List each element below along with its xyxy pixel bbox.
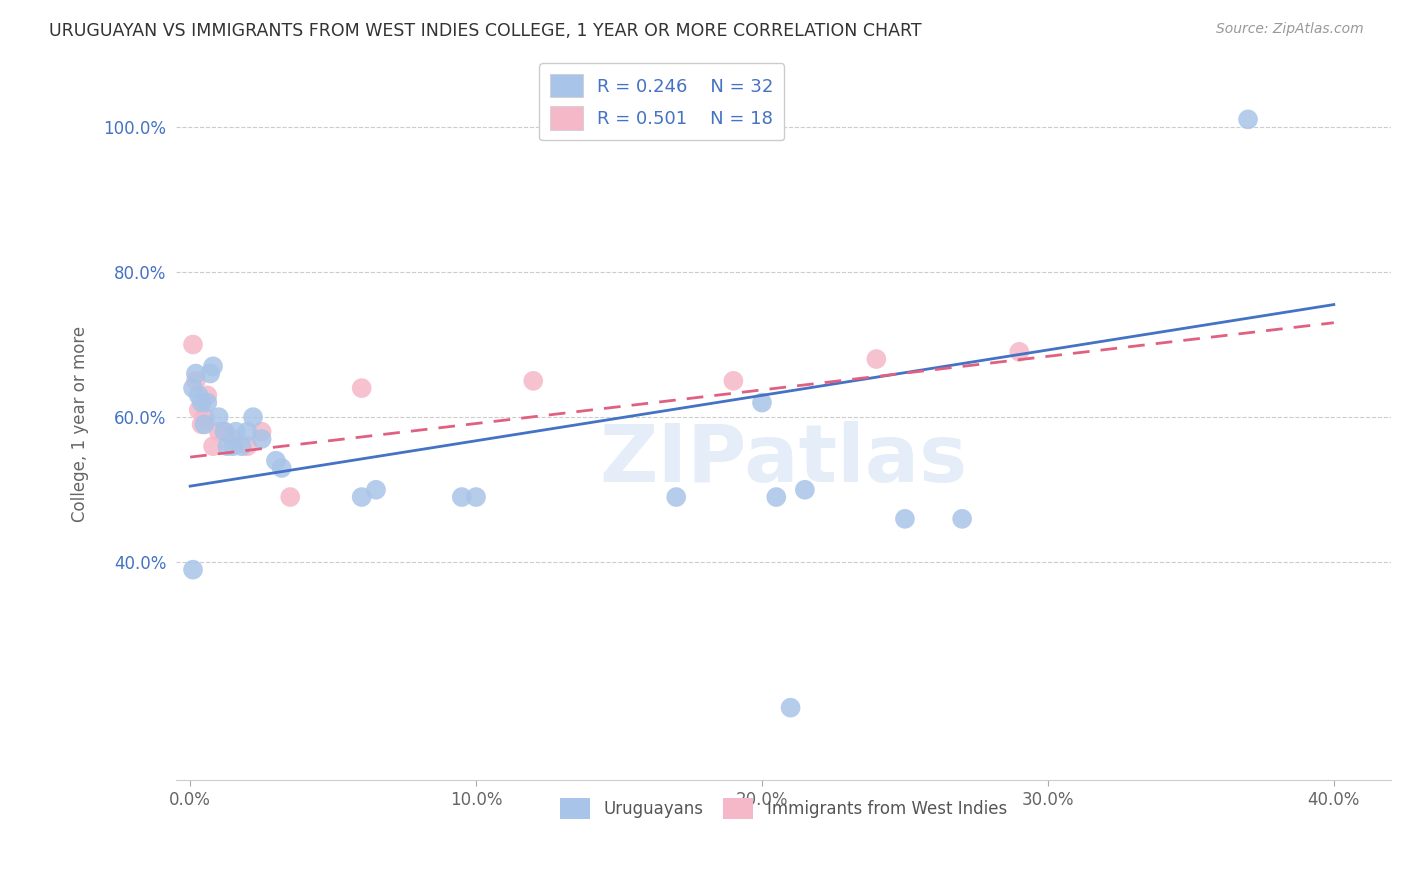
Point [242, 410, 264, 425]
Point [270, 461, 292, 475]
Point [793, 483, 815, 497]
Point [208, 410, 231, 425]
Point [187, 403, 209, 417]
Text: ZIPatlas: ZIPatlas [599, 421, 967, 499]
Point [184, 367, 207, 381]
Y-axis label: College, 1 year or more: College, 1 year or more [72, 326, 89, 523]
Point [278, 490, 301, 504]
Point [190, 395, 212, 409]
Point [202, 359, 225, 374]
Legend: Uruguayans, Immigrants from West Indies: Uruguayans, Immigrants from West Indies [554, 792, 1014, 825]
Point [236, 425, 259, 439]
Point [779, 700, 801, 714]
Point [364, 483, 387, 497]
Point [450, 490, 472, 504]
Point [865, 352, 887, 367]
Point [202, 439, 225, 453]
Point [193, 410, 215, 425]
Point [250, 425, 273, 439]
Point [350, 490, 373, 504]
Point [193, 417, 215, 432]
Point [184, 374, 207, 388]
Point [751, 395, 773, 409]
Point [217, 439, 239, 453]
Point [222, 439, 245, 453]
Point [214, 425, 236, 439]
Point [225, 425, 247, 439]
Point [208, 425, 231, 439]
Point [665, 490, 688, 504]
Point [231, 439, 253, 453]
Point [181, 337, 204, 351]
Point [723, 374, 745, 388]
Point [264, 454, 287, 468]
Text: Source: ZipAtlas.com: Source: ZipAtlas.com [1216, 22, 1364, 37]
Point [1237, 112, 1260, 127]
Point [195, 388, 218, 402]
Point [765, 490, 787, 504]
Point [181, 563, 204, 577]
Point [236, 439, 259, 453]
Point [894, 512, 917, 526]
Point [350, 381, 373, 395]
Point [181, 381, 204, 395]
Point [950, 512, 973, 526]
Point [195, 395, 218, 409]
Point [1008, 344, 1031, 359]
Point [198, 367, 221, 381]
Point [465, 490, 488, 504]
Point [187, 388, 209, 402]
Point [250, 432, 273, 446]
Text: URUGUAYAN VS IMMIGRANTS FROM WEST INDIES COLLEGE, 1 YEAR OR MORE CORRELATION CHA: URUGUAYAN VS IMMIGRANTS FROM WEST INDIES… [49, 22, 922, 40]
Point [214, 425, 236, 439]
Point [190, 417, 212, 432]
Point [222, 432, 245, 446]
Point [522, 374, 544, 388]
